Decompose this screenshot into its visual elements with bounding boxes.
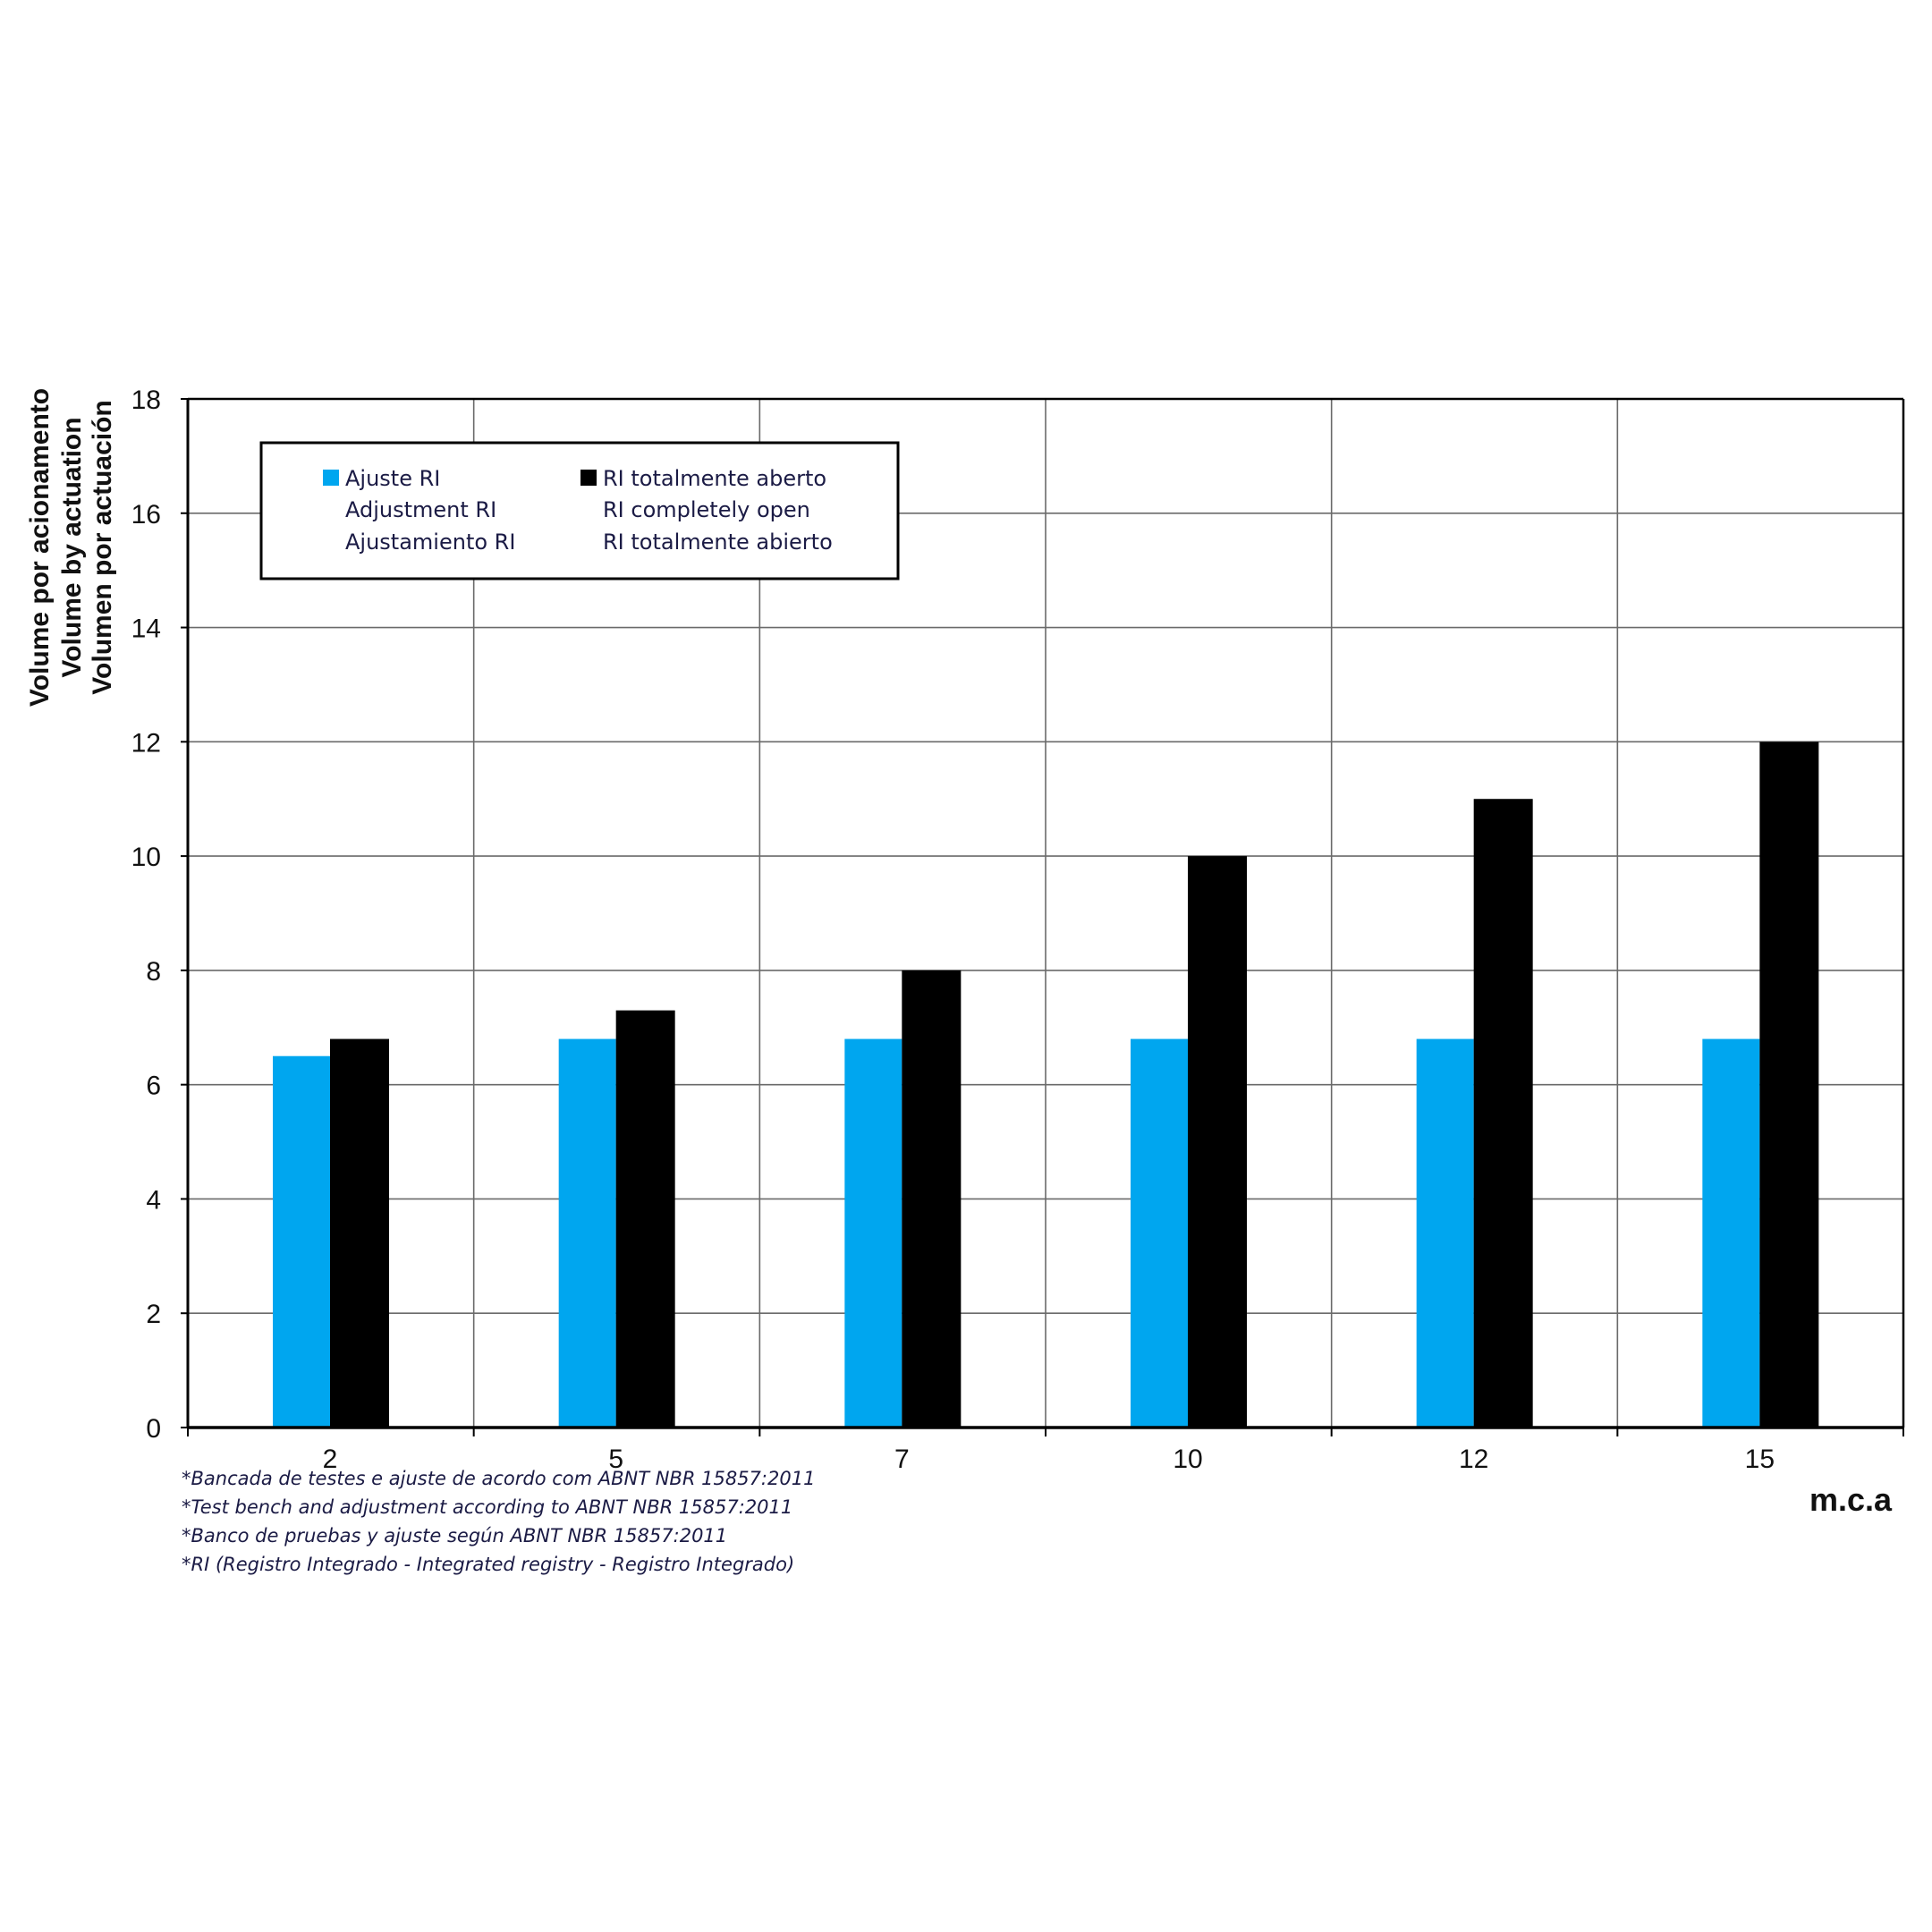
bar-ri-totalmente-aberto: [615, 1010, 675, 1428]
legend-label-totalmente-en: RI completely open: [603, 497, 810, 522]
x-axis-unit-label: m.c.a: [1809, 1481, 1893, 1518]
legend-swatch-totalmente: [580, 470, 597, 486]
footnote-1: *Bancada de testes e ajuste de acordo co…: [182, 1468, 815, 1489]
legend-label-totalmente-pt: RI totalmente aberto: [603, 466, 826, 491]
y-tick-label: 10: [131, 843, 161, 872]
x-tick-label: 10: [1173, 1445, 1202, 1474]
footnotes: *Bancada de testes e ajuste de acordo co…: [182, 1468, 815, 1575]
x-tick-label: 7: [894, 1445, 910, 1474]
legend-label-ajuste-pt: Ajuste RI: [345, 466, 440, 491]
x-tick-label: 12: [1459, 1445, 1488, 1474]
axes: [181, 397, 1905, 1436]
y-tick-label: 12: [131, 728, 161, 758]
x-tick-labels: 2 5 7 10 12 15: [323, 1445, 1775, 1474]
bars: [273, 741, 1819, 1428]
bar-ri-totalmente-aberto: [1188, 856, 1247, 1428]
y-tick-label: 14: [131, 614, 161, 644]
bar-ajuste-ri: [1702, 1038, 1760, 1428]
y-tick-label: 6: [146, 1072, 161, 1101]
y-axis-label-line-2: Volume by actuation: [57, 417, 87, 677]
bar-ajuste-ri: [1416, 1038, 1474, 1428]
y-tick-labels: 0 2 4 6 8 10 12 14 16 18: [131, 386, 161, 1444]
legend-label-totalmente-es: RI totalmente abierto: [603, 530, 833, 555]
bar-ri-totalmente-aberto: [330, 1038, 389, 1428]
bar-ri-totalmente-aberto: [902, 970, 962, 1428]
bar-ajuste-ri: [558, 1038, 616, 1428]
legend-label-ajuste-es: Ajustamiento RI: [345, 530, 515, 555]
bar-ri-totalmente-aberto: [1473, 799, 1533, 1428]
bar-ajuste-ri: [273, 1055, 330, 1428]
x-tick-label: 15: [1745, 1445, 1775, 1474]
y-axis-label-line-3: Volumen por actuación: [88, 400, 117, 695]
bar-ajuste-ri: [844, 1038, 902, 1428]
legend-label-ajuste-en: Adjustment RI: [345, 497, 496, 522]
y-tick-label: 18: [131, 386, 161, 415]
footnote-3: *Banco de pruebas y ajuste según ABNT NB…: [182, 1525, 727, 1546]
x-tick-label: 5: [608, 1445, 623, 1474]
bar-ajuste-ri: [1131, 1038, 1188, 1428]
bar-ri-totalmente-aberto: [1759, 741, 1819, 1428]
legend-box: [259, 441, 900, 580]
legend: Ajuste RI Adjustment RI Ajustamiento RI …: [259, 441, 900, 580]
footnote-2: *Test bench and adjustment according to …: [182, 1496, 792, 1518]
y-tick-label: 8: [146, 957, 161, 987]
footnote-4: *RI (Registro Integrado - Integrated reg…: [182, 1554, 794, 1575]
y-tick-label: 0: [146, 1414, 161, 1444]
x-tick-label: 2: [323, 1445, 338, 1474]
legend-swatch-ajuste: [323, 470, 339, 486]
y-tick-label: 16: [131, 500, 161, 530]
y-tick-label: 4: [146, 1185, 161, 1215]
y-axis-label-line-1: Volume por acionamento: [25, 388, 55, 707]
y-tick-label: 2: [146, 1300, 161, 1329]
